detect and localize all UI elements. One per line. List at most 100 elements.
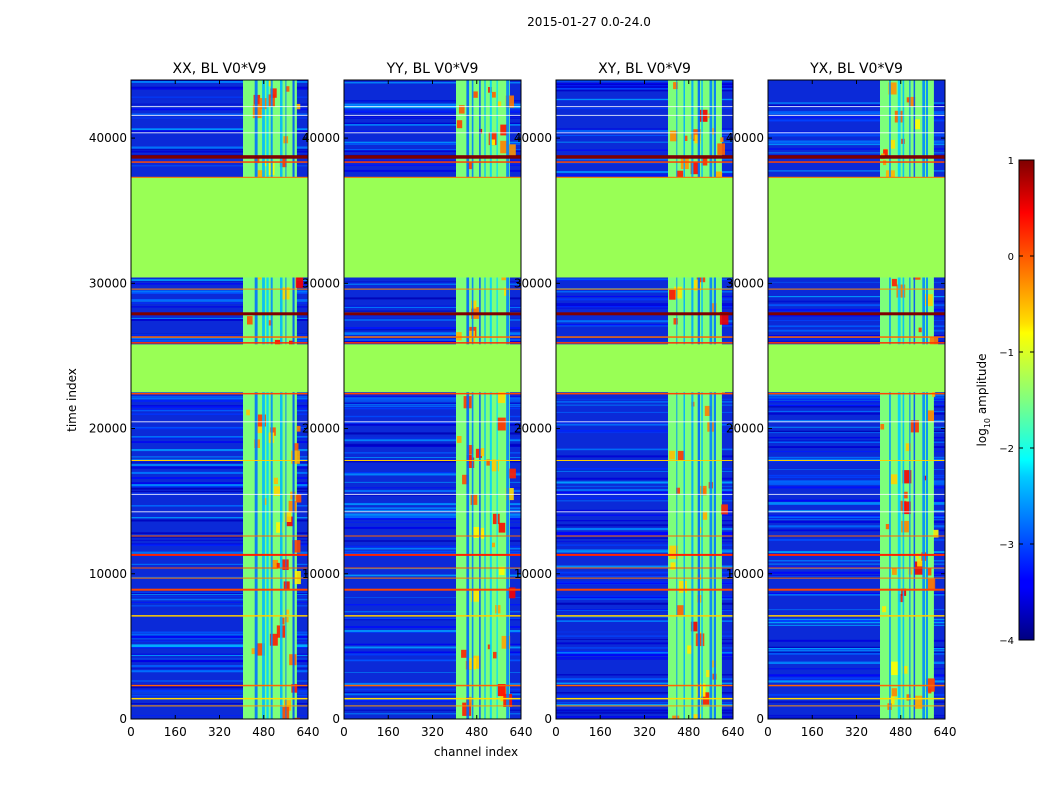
noise-line [344,281,521,283]
noise-line [131,692,308,694]
rfi-blob [914,695,924,709]
noise-line [131,536,308,538]
streak-line [131,288,308,290]
white-streak [768,511,945,513]
rfi-blob [456,436,462,443]
channel-gap-line [902,80,905,719]
noise-line [768,521,945,523]
rfi-blob [891,688,897,697]
noise-line [344,509,521,511]
y-tick-label: 10000 [302,567,340,581]
y-tick-label: 30000 [514,276,552,290]
rfi-blob [255,421,264,434]
noise-line [344,437,521,439]
noise-line [556,134,733,136]
rfi-blob [901,520,909,533]
noise-line [556,141,733,143]
channel-gap-line [922,80,925,719]
noise-line [768,624,945,626]
noise-line [344,310,521,313]
noise-line [344,104,521,106]
noise-line [344,457,521,458]
noise-line [768,112,945,115]
rfi-blob [670,130,678,142]
rfi-blob [670,562,676,570]
noise-line [768,134,945,137]
noise-line [556,565,733,567]
streak-line [556,288,733,290]
noise-line [131,592,308,594]
noise-line [131,690,308,692]
noise-line [344,574,521,577]
noise-line [131,409,308,412]
rfi-blob [710,303,717,313]
channel-gap-line [292,80,295,719]
noise-line [556,107,733,110]
noise-line [768,281,945,283]
noise-line [556,401,733,403]
noise-line [556,295,733,297]
noise-line [768,420,945,422]
colorbar-ticks: 1 0 −1 −2 −3 −4 [999,156,1034,647]
y-tick-label: 10000 [89,567,127,581]
streak-line [344,155,521,159]
noise-line [768,133,945,135]
noise-line [131,646,308,649]
noise-line [344,540,521,542]
rfi-blob [719,312,729,325]
noise-line [344,688,521,691]
streak-line [344,312,521,316]
y-tick-label: 30000 [726,276,764,290]
noise-line [556,448,733,451]
white-streak [131,106,308,108]
noise-line [344,396,521,397]
noise-line [344,709,521,711]
rfi-blob [698,527,703,534]
noise-line [768,516,945,518]
noise-line [556,171,733,173]
noise-line [344,527,521,529]
streak-line [344,460,521,461]
noise-line [131,317,308,319]
noise-line [344,150,521,153]
noise-line [131,441,308,443]
white-streak [344,106,521,108]
rfi-blob [461,649,467,658]
x-tick-label: 0 [552,725,560,739]
noise-line [768,148,945,150]
channel-gap-line [506,80,510,719]
filled-time-block [131,177,308,278]
noise-line [556,549,733,551]
noise-line [344,333,521,335]
y-tick-label: 0 [544,712,552,726]
rfi-blob [295,276,304,288]
noise-line [344,494,521,496]
noise-line [768,651,945,654]
panel-title-xy: XY, BL V0*V9 [598,61,691,77]
noise-line [768,566,945,568]
streak-line [556,336,733,338]
filled-time-block [768,177,945,278]
noise-line [131,280,308,282]
rfi-blob [467,161,473,170]
noise-line [131,334,308,336]
rfi-blob [471,300,477,309]
streak-line [556,460,733,461]
rfi-blob [913,119,920,130]
x-tick-label: 160 [801,725,824,739]
noise-line [556,485,733,487]
noise-line [131,86,308,88]
rfi-blob [704,405,712,416]
rfi-blob [696,683,706,697]
noise-line [131,631,308,634]
y-tick-label: 40000 [514,131,552,145]
streak-line [768,577,945,579]
rfi-blob [285,617,289,623]
noise-line [131,165,308,167]
rfi-blob [492,513,500,525]
rfi-blob [890,474,898,485]
streak-line [131,567,308,569]
rfi-blob [478,527,485,538]
noise-line [344,550,521,553]
rfi-blob [276,562,280,568]
